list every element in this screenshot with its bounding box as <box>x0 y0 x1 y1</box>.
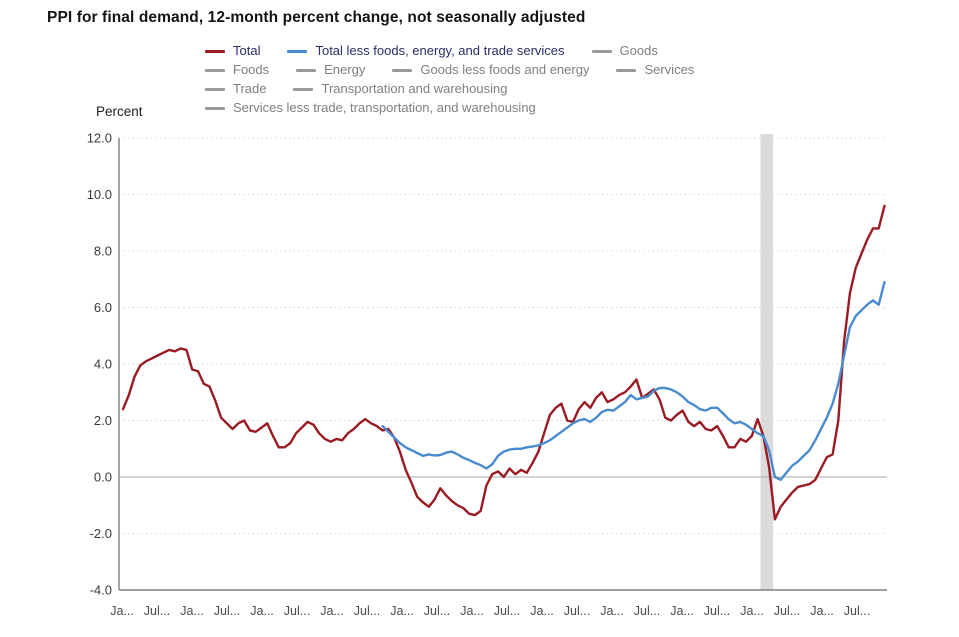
legend-swatch-icon <box>205 49 225 53</box>
legend-item-label: Goods <box>619 43 658 58</box>
x-tick-label: Ja... <box>110 604 134 618</box>
x-tick-label: Jul... <box>354 604 380 618</box>
legend-swatch-icon <box>591 49 612 53</box>
y-tick-label: -2.0 <box>90 526 112 541</box>
legend-item-label: Total <box>233 43 261 58</box>
y-tick-label: 2.0 <box>94 413 112 428</box>
legend-item-total[interactable]: Total <box>205 44 260 58</box>
x-tick-label: Ja... <box>180 604 204 618</box>
legend-item-label: Transportation and warehousing <box>321 81 508 96</box>
legend-item-foods[interactable]: Foods <box>205 63 269 77</box>
legend-item-label: Services <box>644 62 695 77</box>
x-tick-label: Ja... <box>670 604 694 618</box>
x-tick-label: Jul... <box>214 604 240 618</box>
legend-item-energy[interactable]: Energy <box>296 63 365 77</box>
y-tick-label: 12.0 <box>87 131 112 146</box>
x-tick-label: Jul... <box>144 604 170 618</box>
legend-swatch-icon <box>392 68 413 72</box>
legend-swatch-icon <box>296 68 317 72</box>
legend-row: Trade Transportation and warehousing <box>205 82 805 96</box>
x-tick-label: Ja... <box>810 604 834 618</box>
legend-row: Total Total less foods, energy, and trade… <box>205 44 805 58</box>
chart-title: PPI for final demand, 12-month percent c… <box>47 9 586 26</box>
x-tick-label: Ja... <box>460 604 484 618</box>
x-tick-label: Jul... <box>494 604 520 618</box>
legend-swatch-icon <box>293 87 314 91</box>
legend-item-label: Goods less foods and energy <box>420 62 590 77</box>
y-tick-label: 4.0 <box>94 357 112 372</box>
legend-item-trade[interactable]: Trade <box>205 82 266 96</box>
legend-item-label: Energy <box>324 62 366 77</box>
y-tick-label: 6.0 <box>94 300 112 315</box>
legend-item-transportation-and-warehousing[interactable]: Transportation and warehousing <box>293 82 507 96</box>
y-axis-title: Percent <box>96 104 143 119</box>
x-tick-label: Jul... <box>844 604 870 618</box>
x-tick-label: Ja... <box>600 604 624 618</box>
legend-row: Foods Energy Goods less foods and energy Se… <box>205 63 805 77</box>
legend-item-services-less-trade-transportation-and-warehousing[interactable]: Services less trade, transportation, and… <box>205 101 536 115</box>
y-tick-label: 8.0 <box>94 244 112 259</box>
legend-item-services[interactable]: Services <box>616 63 694 77</box>
legend-swatch-icon <box>205 68 225 72</box>
x-tick-label: Ja... <box>740 604 764 618</box>
legend-swatch-icon <box>205 87 225 91</box>
legend-item-goods[interactable]: Goods <box>591 43 658 58</box>
x-tick-label: Ja... <box>250 604 274 618</box>
legend-swatch-icon <box>205 106 225 110</box>
x-tick-label: Ja... <box>390 604 414 618</box>
x-tick-label: Jul... <box>424 604 450 618</box>
legend-row: Services less trade, transportation, and… <box>205 101 805 115</box>
y-tick-label: 0.0 <box>94 470 112 485</box>
recession-shading-band <box>760 134 774 590</box>
x-tick-label: Jul... <box>284 604 310 618</box>
legend-swatch-icon <box>287 49 308 53</box>
x-tick-label: Ja... <box>530 604 554 618</box>
legend-item-total-less-foods-energy-and-trade-services[interactable]: Total less foods, energy, and trade serv… <box>287 43 565 58</box>
y-tick-label: -4.0 <box>90 583 112 598</box>
legend-swatch-icon <box>616 68 637 72</box>
legend-item-label: Trade <box>233 81 267 96</box>
x-tick-label: Jul... <box>634 604 660 618</box>
x-tick-label: Ja... <box>320 604 344 618</box>
legend-item-label: Services less trade, transportation, and… <box>233 100 536 115</box>
y-tick-label: 10.0 <box>87 187 112 202</box>
x-tick-label: Jul... <box>564 604 590 618</box>
series-line-total[interactable] <box>121 204 886 521</box>
x-tick-label: Jul... <box>774 604 800 618</box>
x-tick-label: Jul... <box>704 604 730 618</box>
legend-item-label: Total less foods, energy, and trade serv… <box>315 43 565 58</box>
chart-legend: Total Total less foods, energy, and trade… <box>205 44 805 120</box>
legend-item-label: Foods <box>233 62 270 77</box>
series-line-total-less-foods-energy-and-trade-services[interactable] <box>381 280 886 481</box>
legend-item-goods-less-foods-and-energy[interactable]: Goods less foods and energy <box>392 63 589 77</box>
